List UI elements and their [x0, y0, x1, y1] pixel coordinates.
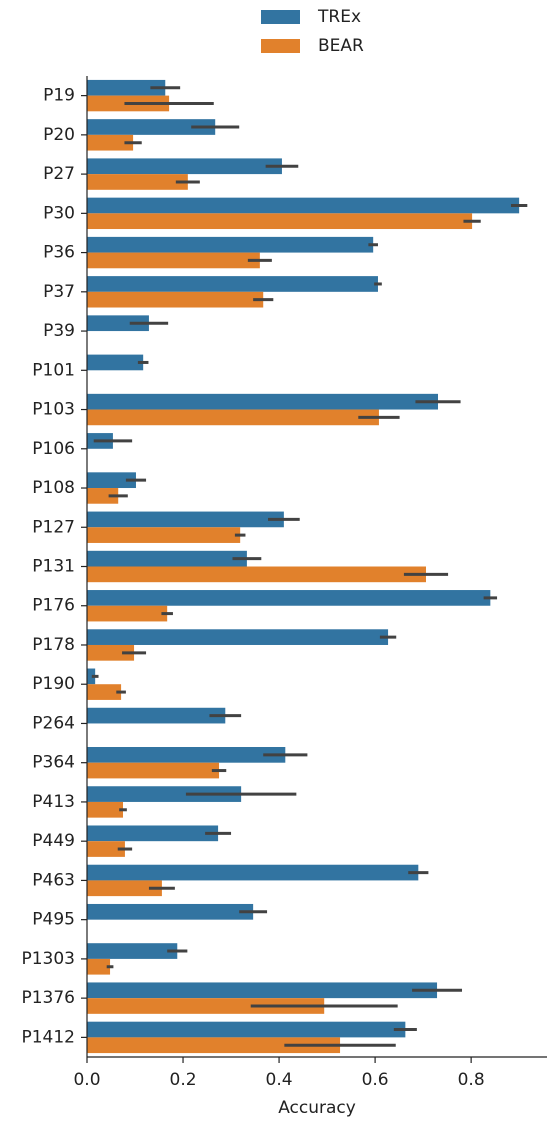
bar: [87, 276, 378, 292]
y-tick-label: P264: [32, 713, 75, 733]
bar: [87, 236, 374, 253]
bar: [87, 982, 438, 999]
x-tick-label: 0.2: [170, 1070, 197, 1090]
y-tick-label: P36: [43, 243, 75, 263]
bar: [87, 315, 149, 332]
y-tick-label: P103: [32, 400, 75, 420]
bar: [87, 213, 473, 230]
bar: [87, 668, 96, 685]
legend-label: TREx: [317, 7, 361, 27]
bar: [87, 174, 188, 190]
y-tick-label: P413: [32, 792, 75, 812]
bar: [87, 864, 419, 881]
bar: [87, 747, 286, 763]
y-tick-label: P1376: [21, 988, 75, 1008]
bar: [87, 409, 379, 426]
y-tick-label: P463: [32, 870, 75, 890]
bar: [87, 566, 426, 583]
y-tick-label: P190: [32, 674, 75, 694]
y-tick-label: P495: [32, 910, 75, 930]
bar: [87, 958, 111, 975]
bar: [87, 825, 219, 842]
bar: [87, 684, 122, 700]
y-tick-label: P20: [43, 125, 75, 145]
bar: [87, 644, 135, 661]
y-tick-label: P1412: [21, 1027, 75, 1047]
legend-label: BEAR: [318, 36, 364, 56]
bar: [87, 393, 439, 410]
bar: [87, 472, 136, 489]
bar: [87, 1021, 406, 1038]
bar: [87, 707, 226, 724]
bar: [87, 119, 216, 135]
y-tick-label: P449: [32, 831, 75, 851]
bar: [87, 550, 247, 567]
y-tick-label: P37: [43, 282, 75, 302]
bar: [87, 158, 282, 175]
bar: [87, 998, 325, 1014]
bar: [87, 880, 162, 897]
y-tick-label: P364: [32, 753, 75, 773]
bar: [87, 801, 124, 818]
legend-swatch: [261, 39, 300, 53]
x-tick-label: 0.0: [73, 1070, 100, 1090]
x-axis-label: Accuracy: [278, 1098, 356, 1118]
y-tick-label: P19: [43, 86, 75, 106]
bar: [87, 841, 125, 857]
y-tick-label: P1303: [21, 949, 75, 969]
bar: [87, 79, 166, 96]
bar: [87, 786, 242, 802]
bar: [87, 943, 178, 959]
bar: [87, 527, 241, 543]
bar: [87, 1037, 341, 1054]
bar: [87, 511, 284, 528]
bar: [87, 903, 254, 920]
bar: [87, 252, 260, 269]
y-tick-label: P39: [43, 321, 75, 341]
bar: [87, 762, 220, 779]
y-tick-label: P131: [32, 557, 75, 577]
x-tick-label: 0.6: [362, 1070, 389, 1090]
x-tick-label: 0.8: [458, 1070, 485, 1090]
bar: [87, 291, 264, 308]
bar: [87, 590, 491, 606]
y-tick-label: P106: [32, 439, 75, 459]
y-tick-label: P101: [32, 360, 75, 380]
y-tick-label: P30: [43, 203, 75, 223]
y-tick-label: P127: [32, 517, 75, 537]
y-tick-label: P108: [32, 478, 75, 498]
legend-swatch: [261, 10, 300, 24]
y-tick-label: P178: [32, 635, 75, 655]
y-tick-label: P176: [32, 596, 75, 616]
bar: [87, 134, 134, 151]
bar: [87, 354, 144, 371]
x-tick-label: 0.4: [266, 1070, 293, 1090]
bar: [87, 629, 389, 645]
bar: [87, 605, 168, 622]
bar: [87, 488, 119, 504]
bar: [87, 197, 520, 214]
y-tick-label: P27: [43, 164, 75, 184]
